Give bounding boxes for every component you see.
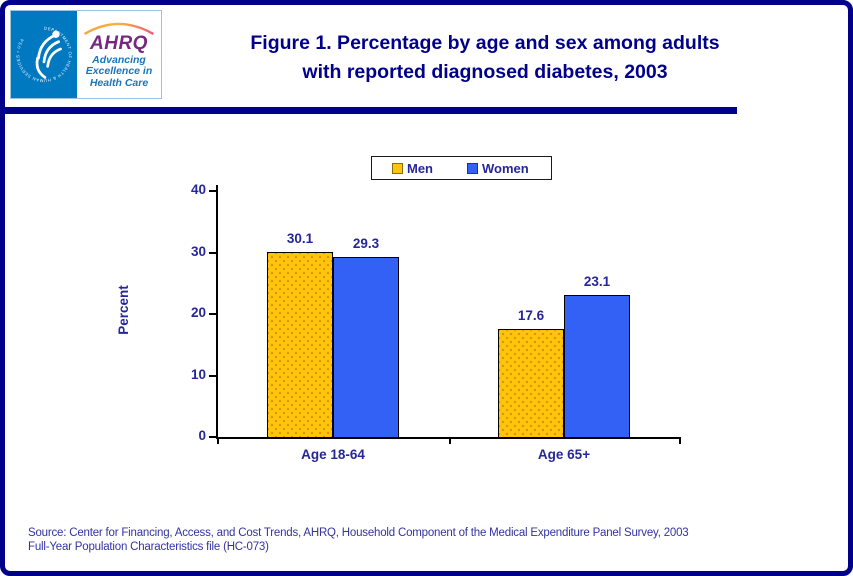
figure-title-line2: with reported diagnosed diabetes, 2003 (302, 61, 668, 83)
bar-women-age-18-64 (333, 256, 399, 438)
tagline-line: Excellence in (85, 65, 153, 78)
y-tick-mark (209, 251, 216, 254)
y-axis-title: Percent (116, 285, 131, 335)
y-tick-mark (209, 436, 216, 438)
hhs-eagle-icon: DEPARTMENT OF HEALTH & HUMAN SERVICES • … (15, 26, 73, 84)
ahrq-tagline: Advancing Excellence in Health Care (85, 53, 153, 90)
x-category-label: Age 18-64 (301, 447, 365, 462)
legend-swatch-men (392, 162, 403, 174)
x-tick-mark (448, 437, 451, 444)
bar-women-age-65- (564, 294, 630, 438)
hhs-logo: DEPARTMENT OF HEALTH & HUMAN SERVICES • … (11, 11, 77, 98)
source-note: Source: Center for Financing, Access, an… (28, 527, 828, 554)
source-note-line2: Full-Year Population Characteristics fil… (28, 540, 269, 553)
y-tick-mark (209, 313, 216, 315)
header-divider-bar (5, 107, 737, 114)
ahrq-rainbow-arc-icon (84, 22, 154, 35)
ahrq-acronym: AHRQ (90, 32, 148, 54)
tagline-line: Advancing (92, 53, 146, 66)
x-tick-mark (679, 437, 681, 444)
legend-label-men: Men (407, 160, 433, 176)
figure-title: Figure 1. Percentage by age and sex amon… (185, 29, 785, 87)
y-tick-label: 20 (190, 305, 206, 320)
x-category-label: Age 65+ (537, 447, 591, 462)
y-tick-label: 10 (190, 366, 206, 382)
source-note-line1: Source: Center for Financing, Access, an… (28, 527, 689, 539)
bar-men-age-18-64 (267, 251, 333, 438)
tagline-line: Health Care (89, 76, 149, 89)
hhs-ring-text: DEPARTMENT OF HEALTH & HUMAN SERVICES • … (15, 26, 72, 84)
bar-men-age-65- (498, 328, 564, 438)
x-tick-mark (217, 437, 219, 444)
svg-text:DEPARTMENT OF HEALTH & HUMAN S: DEPARTMENT OF HEALTH & HUMAN SERVICES • … (15, 26, 73, 84)
value-label: 23.1 (583, 273, 611, 289)
ahrq-hhs-logo: DEPARTMENT OF HEALTH & HUMAN SERVICES • … (10, 10, 162, 99)
value-label: 17.6 (517, 307, 545, 323)
chart-legend: Men Women (371, 156, 552, 180)
legend-swatch-women (467, 162, 478, 174)
y-tick-label: 0 (198, 428, 206, 443)
value-label: 29.3 (352, 235, 380, 251)
y-axis-line (216, 185, 218, 439)
legend-label-women: Women (482, 160, 529, 176)
value-label: 30.1 (286, 230, 314, 246)
y-tick-mark (209, 190, 216, 192)
y-tick-label: 40 (190, 182, 206, 197)
y-tick-mark (209, 374, 216, 377)
x-axis-line (216, 437, 680, 439)
figure-title-line1: Figure 1. Percentage by age and sex amon… (250, 32, 720, 54)
legend-item-men: Men (392, 161, 433, 176)
y-tick-label: 30 (190, 243, 206, 259)
ahrq-logo: AHRQ Advancing Excellence in Health Care (77, 11, 161, 98)
legend-item-women: Women (467, 161, 529, 176)
